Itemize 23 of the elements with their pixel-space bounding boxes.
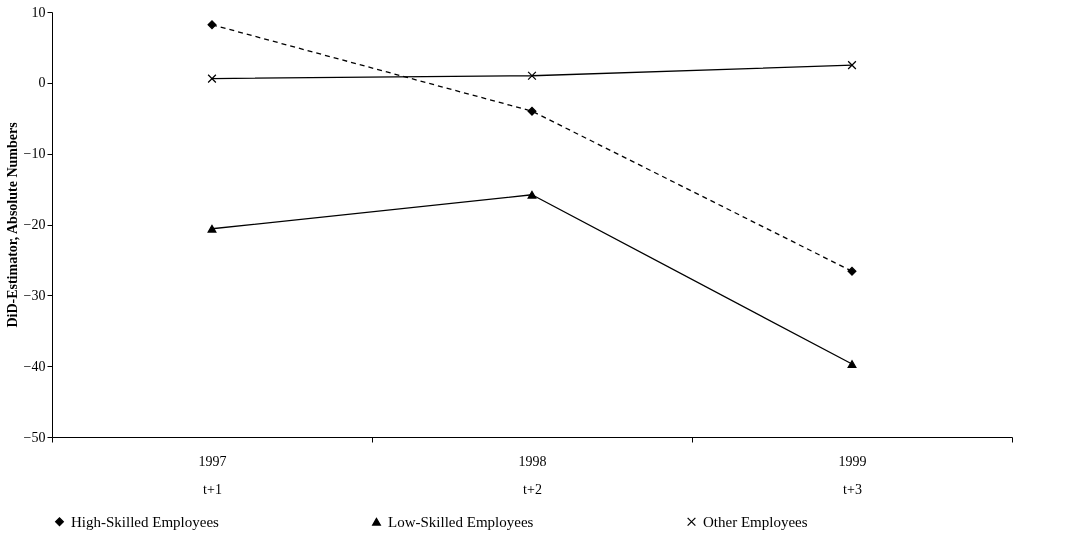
y-tick-label: −50 — [23, 429, 46, 445]
legend-label: High-Skilled Employees — [71, 513, 220, 530]
y-tick-label: 10 — [31, 4, 46, 20]
y-tick-label: −20 — [23, 217, 46, 232]
y-tick-label: −40 — [23, 358, 46, 374]
point — [527, 106, 537, 116]
x-tick-label: 1997 t+1 — [198, 453, 227, 497]
y-axis-title: DiD-Estimator, Absolute Numbers — [4, 121, 20, 328]
y-tick-label: −30 — [23, 287, 46, 303]
point — [527, 71, 537, 81]
y-tick-label: 0 — [38, 75, 46, 91]
legend-label: Other Employees — [703, 513, 808, 530]
x-tick-label: 1998 t+2 — [518, 453, 547, 497]
point — [207, 74, 217, 84]
point — [847, 266, 857, 276]
x-tick-label: 1999 t+3 — [838, 453, 867, 497]
y-tick-label: −10 — [23, 146, 46, 162]
point — [527, 190, 537, 199]
point — [847, 60, 857, 70]
point — [207, 20, 217, 30]
legend-label: Low-Skilled Employees — [388, 513, 534, 530]
point — [207, 224, 217, 233]
point — [847, 360, 857, 368]
